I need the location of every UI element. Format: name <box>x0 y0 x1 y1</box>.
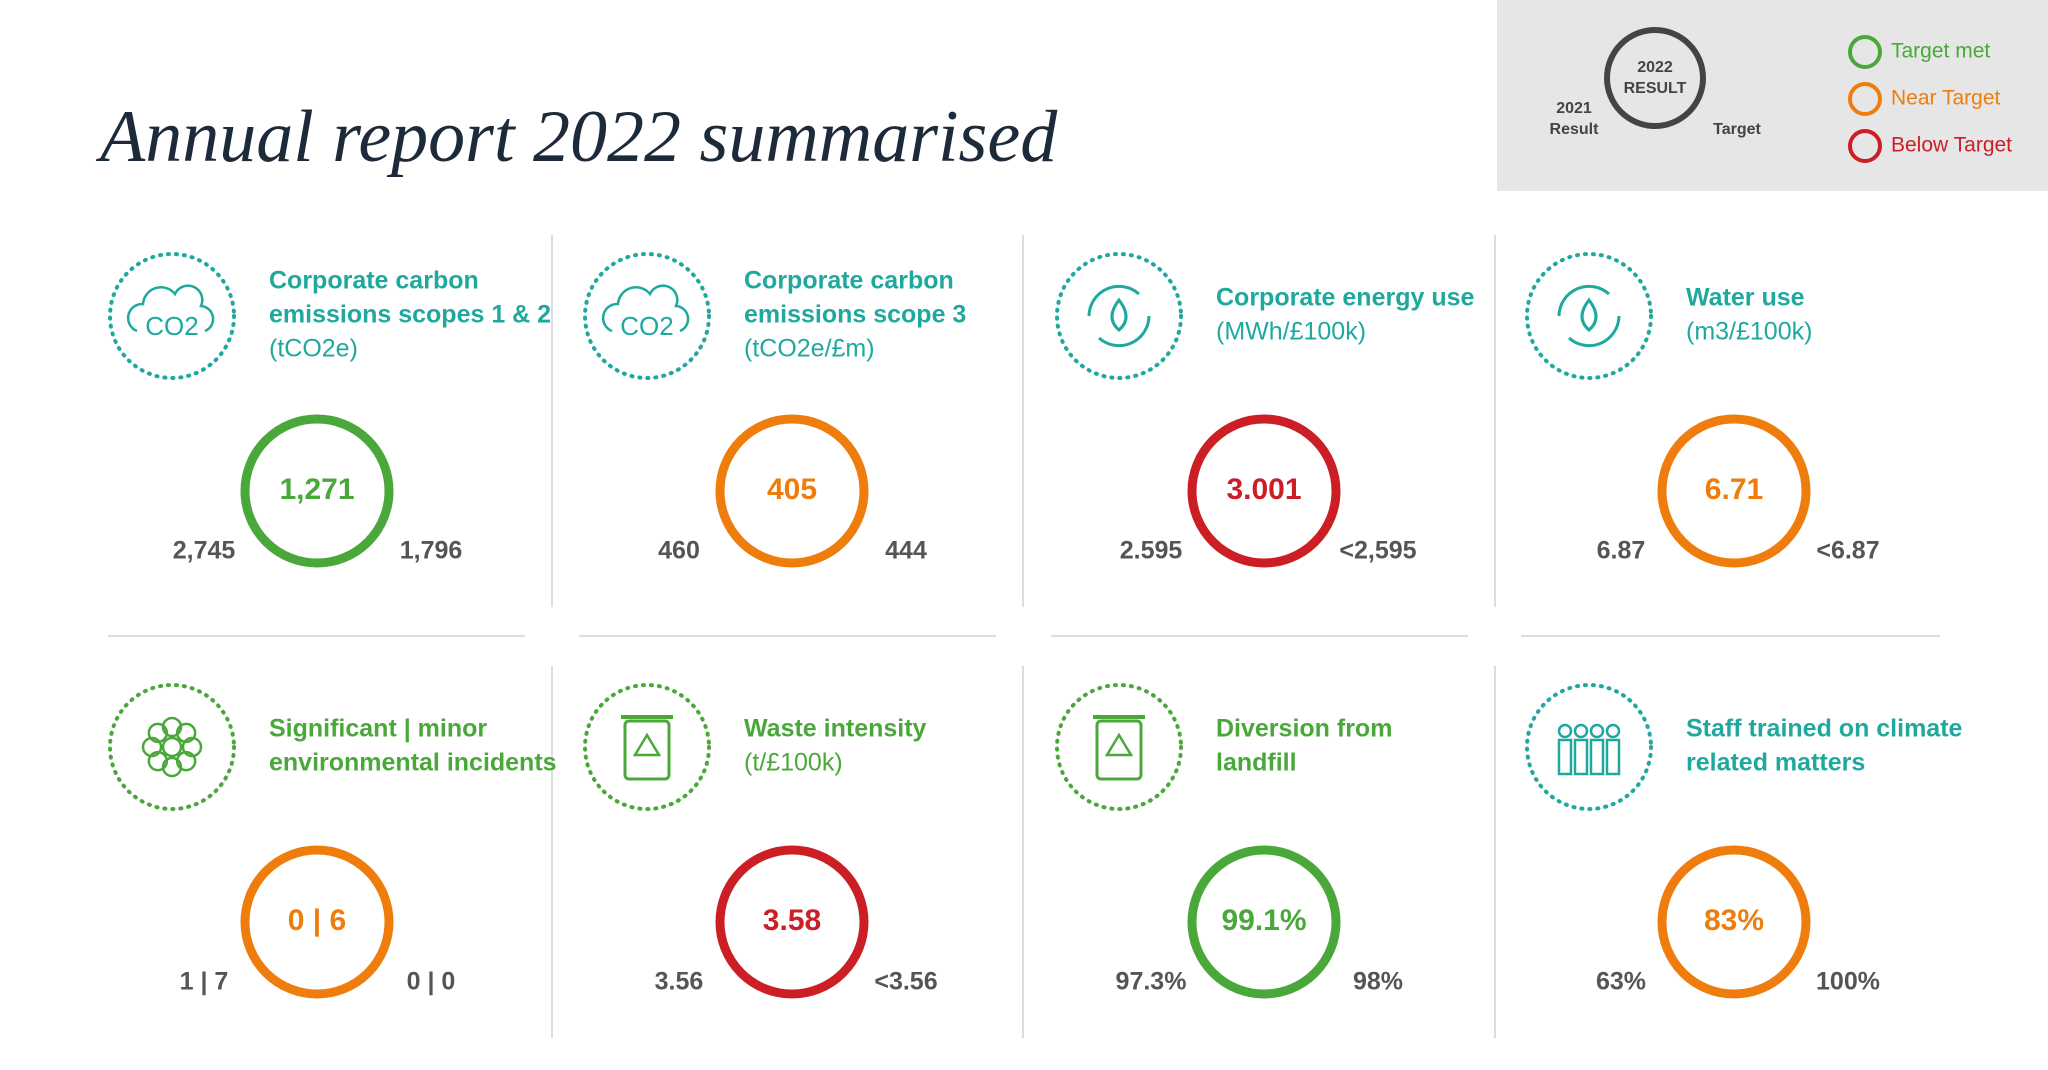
icon-ring <box>1055 252 1183 380</box>
card-title: Waste intensity <box>744 715 927 743</box>
target-value: 100% <box>1816 968 1880 996</box>
icon-ring <box>583 683 711 811</box>
legend-swatch <box>1848 82 1882 116</box>
previous-value: 2,745 <box>173 537 236 565</box>
result-value: 3.001 <box>1226 473 1301 506</box>
card-title: landfill <box>1216 749 1297 777</box>
icon-drop <box>1110 297 1128 332</box>
result-value: 99.1% <box>1221 904 1306 937</box>
legend-box <box>1497 0 2048 191</box>
icon-body <box>1605 738 1621 776</box>
result-value: 0 | 6 <box>288 904 346 937</box>
result-ring <box>1187 414 1341 568</box>
icon-bin <box>623 719 671 781</box>
icon-cycle <box>1557 284 1621 348</box>
icon-petal <box>175 722 197 744</box>
icon-body <box>1589 738 1605 776</box>
target-value: <3.56 <box>874 968 937 996</box>
card-title: environmental incidents <box>269 749 557 777</box>
result-value: 405 <box>767 473 817 506</box>
previous-value: 2.595 <box>1120 537 1183 565</box>
target-value: 1,796 <box>400 537 463 565</box>
icon-drop <box>1580 297 1598 332</box>
card-title: Water use <box>1686 284 1805 312</box>
icon-bin <box>1095 719 1143 781</box>
card-title: related matters <box>1686 749 1865 777</box>
icon-ring <box>108 252 236 380</box>
icon-ring <box>108 683 236 811</box>
result-ring <box>1187 845 1341 999</box>
icon-cycle <box>1087 284 1151 348</box>
target-value: 0 | 0 <box>407 968 456 996</box>
result-ring <box>715 845 869 999</box>
icon-text: CO2 <box>145 311 198 341</box>
card-title: emissions scopes 1 & 2 <box>269 301 551 329</box>
card-title: emissions scope 3 <box>744 301 966 329</box>
card-title: Corporate carbon <box>744 267 954 295</box>
previous-value: 1 | 7 <box>180 968 229 996</box>
icon-ring <box>1525 252 1653 380</box>
legend-swatch <box>1848 129 1882 163</box>
legend-ring <box>1604 27 1706 129</box>
legend-ring-label: 2022 <box>1637 59 1673 76</box>
icon-head <box>1573 723 1589 739</box>
icon-head <box>1589 723 1605 739</box>
icon-body <box>1573 738 1589 776</box>
result-value: 3.58 <box>763 904 821 937</box>
result-value: 83% <box>1704 904 1764 937</box>
icon-body <box>1557 738 1573 776</box>
card-unit: (tCO2e/£m) <box>744 335 875 363</box>
legend-label: Near Target <box>1891 87 2001 110</box>
card-title: Corporate energy use <box>1216 284 1475 312</box>
page-title: Annual report 2022 summarised <box>95 96 1058 178</box>
legend-label: Below Target <box>1891 134 2012 157</box>
card-title: Corporate carbon <box>269 267 479 295</box>
icon-text: CO2 <box>620 311 673 341</box>
icon-ring <box>1055 683 1183 811</box>
target-value: 98% <box>1353 968 1403 996</box>
result-ring <box>715 414 869 568</box>
card-unit: (t/£100k) <box>744 749 843 777</box>
icon-head <box>1557 723 1573 739</box>
result-ring <box>1657 414 1811 568</box>
target-value: 444 <box>885 537 927 565</box>
result-value: 1,271 <box>279 473 354 506</box>
icon-recycle <box>632 732 662 757</box>
previous-value: 63% <box>1596 968 1646 996</box>
legend-right-label: Target <box>1713 121 1761 138</box>
target-value: <2,595 <box>1339 537 1416 565</box>
icon-head <box>1605 723 1621 739</box>
card-unit: (MWh/£100k) <box>1216 318 1366 346</box>
icon-cloud <box>601 284 690 333</box>
icon-ring <box>1525 683 1653 811</box>
previous-value: 6.87 <box>1597 537 1646 565</box>
legend-ring-label: RESULT <box>1624 80 1687 97</box>
icon-cloud <box>126 284 215 333</box>
legend-left-label: Result <box>1550 121 1600 138</box>
target-value: <6.87 <box>1816 537 1879 565</box>
icon-center <box>161 736 183 758</box>
legend-left-label: 2021 <box>1556 100 1592 117</box>
result-value: 6.71 <box>1705 473 1763 506</box>
icon-recycle <box>1104 732 1134 757</box>
previous-value: 97.3% <box>1116 968 1187 996</box>
icon-ring <box>583 252 711 380</box>
card-title: Significant | minor <box>269 715 487 743</box>
card-unit: (tCO2e) <box>269 335 358 363</box>
card-title: Staff trained on climate <box>1686 715 1963 743</box>
result-ring <box>240 414 394 568</box>
result-ring <box>1657 845 1811 999</box>
legend-label: Target met <box>1891 40 1990 63</box>
previous-value: 3.56 <box>655 968 704 996</box>
card-unit: (m3/£100k) <box>1686 318 1812 346</box>
legend-swatch <box>1848 35 1882 69</box>
card-title: Diversion from <box>1216 715 1392 743</box>
result-ring <box>240 845 394 999</box>
previous-value: 460 <box>658 537 700 565</box>
